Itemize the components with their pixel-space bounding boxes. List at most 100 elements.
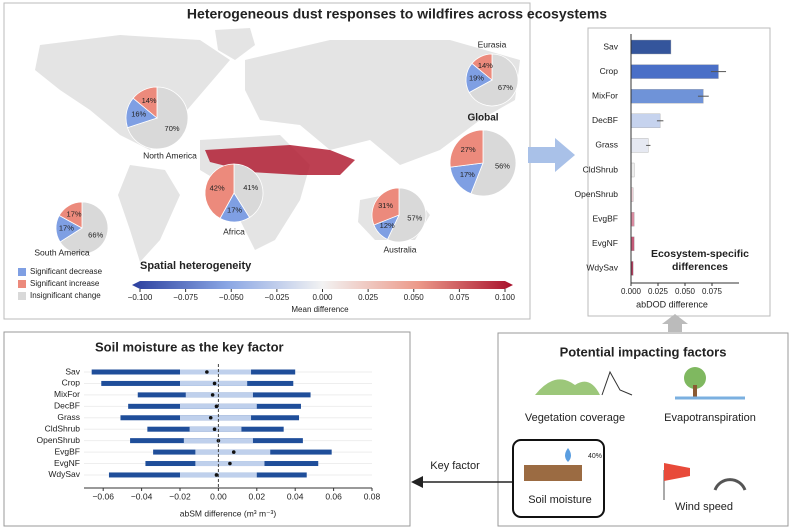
soil-icon [524, 448, 582, 481]
category-label: Grass [595, 140, 618, 150]
pie-label: 42% [210, 184, 225, 193]
category-label: MixFor [592, 90, 618, 100]
median-dot [228, 461, 232, 466]
vegetation-icon [535, 370, 633, 396]
category-label: EvgNF [592, 238, 618, 248]
pie-label: 57% [407, 214, 422, 223]
median-dot [205, 370, 209, 374]
factors-panel [497, 332, 789, 527]
legend-swatch [18, 292, 26, 300]
category-label: Grass [57, 412, 80, 422]
median-dot [214, 473, 219, 477]
pie-slice [468, 53, 519, 107]
bar [630, 138, 649, 153]
pie-slice [204, 163, 235, 219]
median-dot [212, 427, 217, 432]
category-label: Crop [600, 66, 619, 76]
iqr-bar [180, 415, 252, 421]
x-tick-label: 0.06 [325, 491, 342, 501]
colorbar-label: Mean difference [291, 305, 349, 314]
pie-slice [470, 129, 517, 197]
colorbar-tick-label: −0.025 [265, 293, 290, 302]
pie-label: 41% [243, 183, 258, 192]
colorbar-tick-label: 0.050 [404, 293, 425, 302]
pie-slice [59, 201, 109, 255]
pie-label: 12% [380, 221, 395, 230]
evap-icon [675, 367, 745, 400]
x-axis-label: abSM difference (m³ m⁻³) [180, 508, 277, 518]
legend-label: Significant decrease [30, 267, 103, 276]
pie-slice [386, 187, 427, 243]
map-subtitle: Spatial heterogeneity [140, 260, 252, 272]
colorbar-tick-label: −0.050 [219, 293, 244, 302]
pie-slice [471, 53, 493, 81]
flow-arrow [528, 138, 575, 172]
pie-name: Africa [223, 226, 245, 236]
pie-label: 19% [469, 74, 484, 83]
category-label: Crop [62, 378, 81, 388]
median-dot [210, 393, 215, 397]
legend-swatch [18, 268, 26, 276]
x-tick-label: 0.000 [621, 287, 642, 296]
category-label: OpenShrub [575, 189, 619, 199]
category-label: EvgBF [54, 446, 80, 456]
soil-highlight [512, 439, 605, 518]
bar [630, 64, 719, 79]
x-tick-label: −0.04 [131, 491, 153, 501]
category-label: Sav [603, 41, 618, 51]
x-tick-label: −0.02 [169, 491, 191, 501]
category-label: CldShrub [45, 423, 81, 433]
category-label: WdySav [586, 263, 618, 273]
median-dot [208, 415, 213, 420]
colorbar-tick-label: −0.075 [173, 293, 198, 302]
up-arrow [662, 314, 688, 332]
colorbar-tick-label: 0.075 [449, 293, 470, 302]
factor-label: Wind speed [675, 501, 733, 513]
category-label: Sav [65, 366, 80, 376]
pie-label: 16% [131, 109, 146, 118]
category-label: DecBF [592, 115, 618, 125]
factors-title: Potential impacting factors [560, 344, 727, 359]
category-label: EvgNF [54, 458, 80, 468]
colorbar-tick-label: 0.025 [358, 293, 379, 302]
median-dot [214, 404, 219, 409]
pie-name: Global [467, 113, 498, 124]
pie-slice [132, 86, 158, 119]
median-dot [231, 450, 236, 454]
x-axis-label: abDOD difference [636, 299, 708, 309]
category-label: MixFor [54, 389, 80, 399]
pie-slice [371, 187, 400, 226]
factor-label: Evapotranspiration [664, 412, 756, 424]
pie-label: 56% [495, 162, 510, 171]
legend-label: Significant increase [30, 279, 100, 288]
pie-label: 70% [165, 124, 180, 133]
legend-label: Insignificant change [30, 291, 101, 300]
icon-label: 40% [588, 453, 602, 460]
pie-name: South America [34, 247, 90, 257]
x-tick-label: 0.025 [648, 287, 669, 296]
pie-label: 14% [142, 96, 157, 105]
x-tick-label: 0.050 [675, 287, 696, 296]
iqr-bar [180, 369, 252, 375]
pie-label: 14% [478, 61, 493, 70]
x-tick-label: 0.075 [702, 287, 723, 296]
pie-label: 27% [461, 145, 476, 154]
colorbar-tick-label: 0.100 [495, 293, 516, 302]
factor-label: Vegetation coverage [525, 412, 625, 424]
pie-name: Eurasia [478, 39, 507, 49]
pie-label: 31% [378, 201, 393, 210]
pie-name: Australia [383, 244, 416, 254]
pie-slice [449, 129, 484, 168]
colorbar-tick-label: 0.000 [312, 293, 333, 302]
legend-swatch [18, 280, 26, 288]
category-label: WdySav [48, 469, 80, 479]
x-tick-label: 0.00 [210, 491, 227, 501]
bar-title: Ecosystem-specific [651, 248, 749, 260]
bar-title: differences [672, 261, 728, 273]
figure-title: Heterogeneous dust responses to wildfire… [187, 6, 607, 22]
key-label: Key factor [430, 460, 480, 472]
x-tick-label: 0.04 [287, 491, 304, 501]
pie-label: 17% [59, 223, 74, 232]
